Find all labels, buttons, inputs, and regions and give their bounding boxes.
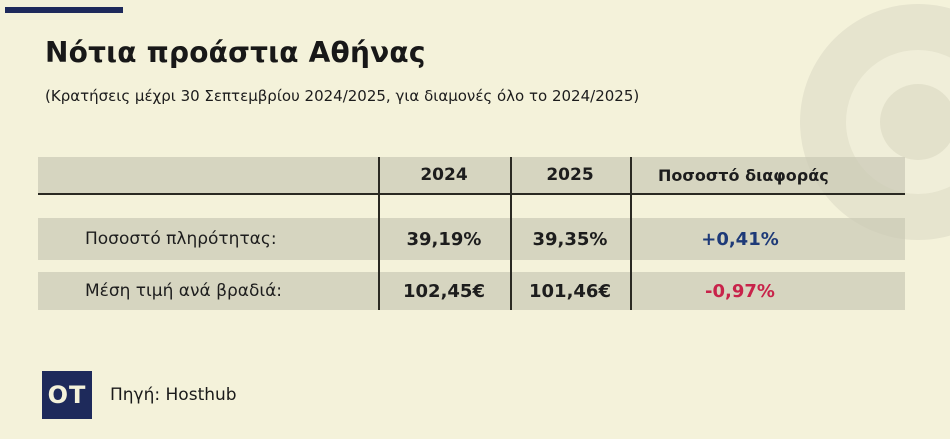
table-row-occupancy: Ποσοστό πληρότητας: 39,19% 39,35% +0,41% [38,218,905,260]
accent-bar [5,7,123,13]
source-label: Πηγή: Hosthub [110,385,237,405]
header-2025-cell: 2025 [546,165,594,185]
header-2024-cell: 2024 [420,165,468,185]
occupancy-diff-value: +0,41% [701,228,779,250]
decorative-circle-inner [880,84,950,160]
table-row-avg-price: Μέση τιμή ανά βραδιά: 102,45€ 101,46€ -0… [38,272,905,310]
occupancy-label: Ποσοστό πληρότητας: [85,229,277,249]
ot-logo: OT [42,371,92,419]
occupancy-2024-value: 39,19% [406,228,482,250]
column-divider-1 [378,157,380,310]
page-title: Νότια προάστια Αθήνας [45,36,426,69]
column-divider-2 [510,157,512,310]
avg-price-2024-value: 102,45€ [403,280,485,302]
avg-price-diff-value: -0,97% [705,280,775,302]
column-divider-3 [630,157,632,310]
occupancy-2025-value: 39,35% [532,228,608,250]
page-subtitle: (Κρατήσεις μέχρι 30 Σεπτεμβρίου 2024/202… [45,87,640,105]
header-diff-cell: Ποσοστό διαφοράς [658,165,829,185]
table-header-row: 2024 2025 Ποσοστό διαφοράς [38,157,905,195]
avg-price-2025-value: 101,46€ [529,280,611,302]
avg-price-label: Μέση τιμή ανά βραδιά: [85,281,283,301]
data-table: 2024 2025 Ποσοστό διαφοράς Ποσοστό πληρό… [38,157,905,310]
